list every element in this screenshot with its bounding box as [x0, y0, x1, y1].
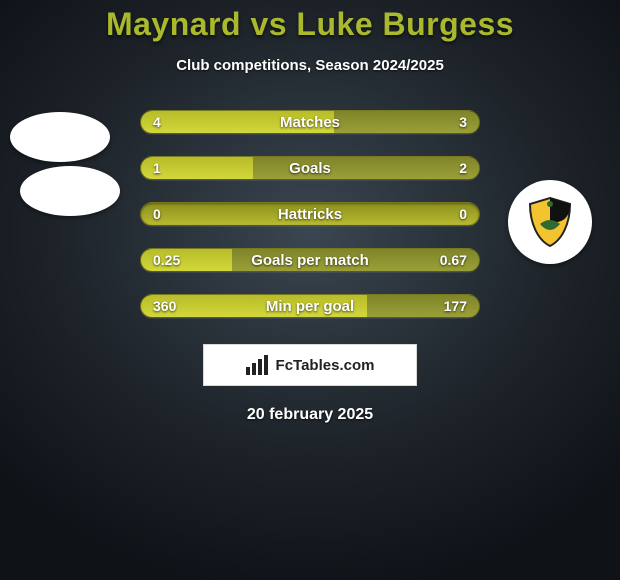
player-avatar-left-1 — [10, 112, 110, 162]
stat-bar-left-fill — [141, 111, 334, 133]
page-subtitle: Club competitions, Season 2024/2025 — [0, 57, 620, 74]
stat-bar: 0 0Hattricks — [140, 202, 480, 226]
stat-bar: 360177Min per goal — [140, 294, 480, 318]
stat-value-right: 0 — [459, 203, 467, 225]
stat-bar-right-fill — [367, 295, 479, 317]
bars-icon — [246, 355, 270, 375]
stat-value-left: 0 — [153, 203, 161, 225]
page-title: Maynard vs Luke Burgess — [0, 6, 620, 43]
stat-bar: 12Goals — [140, 156, 480, 180]
stat-bar-left-fill — [141, 295, 367, 317]
stat-bar: 43Matches — [140, 110, 480, 134]
stat-bar-left-fill — [141, 249, 232, 271]
player-avatar-left-2 — [20, 166, 120, 216]
stat-bar-left-fill — [141, 157, 253, 179]
stat-bar: 0.250.67Goals per match — [140, 248, 480, 272]
stat-bar-right-fill — [334, 111, 479, 133]
club-crest-right — [508, 180, 592, 264]
stat-bar-right-fill — [232, 249, 479, 271]
stat-label: Hattricks — [141, 203, 479, 225]
brand-logo: FcTables.com — [203, 344, 417, 386]
brand-label: FcTables.com — [276, 357, 375, 374]
shield-icon — [522, 194, 578, 250]
stat-bar-right-fill — [253, 157, 479, 179]
date-label: 20 february 2025 — [0, 406, 620, 424]
